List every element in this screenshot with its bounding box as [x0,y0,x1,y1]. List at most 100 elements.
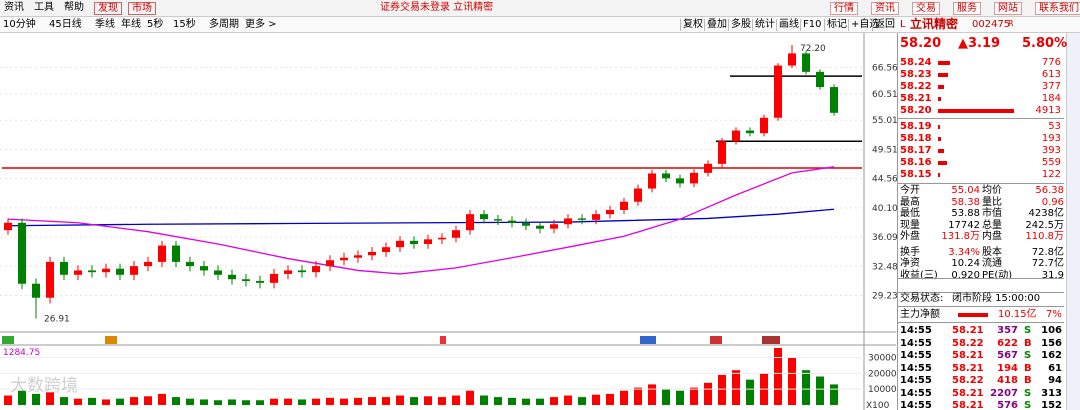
menu-item[interactable]: 发现 [94,2,122,15]
trade-count: 61 [1048,362,1062,374]
volume-bar [676,390,684,405]
candle-body [88,270,96,273]
trade-side: S [1024,350,1032,361]
volume-unit: X100 [866,401,890,410]
order-price: 58.15 [900,169,932,180]
stat-label: 今开 [900,185,920,196]
tool-button[interactable]: 返回 [872,19,895,31]
candle-body [270,273,278,283]
change-percent: 5.80% [1022,36,1068,51]
trade-side: S [1024,387,1032,399]
stat-value: 110.8万 [1025,231,1064,242]
volume-bar [466,390,474,405]
period-tab[interactable]: 5秒 [147,19,164,30]
volume-bar [116,398,124,405]
period-tab[interactable]: 年线 [121,19,141,30]
stat-value: 0.96 [1041,196,1064,208]
tool-button[interactable]: F10 [800,19,821,31]
trade-count: 162 [1041,350,1062,361]
candle-body [130,266,138,275]
tool-button[interactable]: 统计 [752,19,775,31]
period-tab[interactable]: 10分钟 [3,19,36,30]
volume-bar [214,400,222,405]
menu-item[interactable]: 市场 [128,2,156,15]
volume-bar [172,397,180,405]
trade-side: B [1024,337,1032,349]
stat-value: 58.38 [951,196,980,208]
candle-body [662,173,670,179]
menu-button[interactable]: 服务 [953,2,981,15]
order-volume: 184 [1041,93,1061,104]
menu-button[interactable]: 资讯 [871,2,899,15]
trade-count: 152 [1041,400,1062,410]
stock-name: 立讯精密 [910,17,959,31]
order-price: 58.23 [900,69,932,80]
menu-button[interactable]: 交易 [912,2,940,15]
trade-time: 14:55 [900,387,932,399]
period-tab[interactable]: 45日线 [49,19,82,30]
indicator-value: 1284.75 [3,348,40,358]
tool-button[interactable]: 叠加 [704,19,727,31]
menu-button[interactable]: 联系我们 [1035,2,1080,15]
stat-label: 收益(三) [900,269,938,281]
y-tick-label: 32.48 [872,262,897,272]
menu-button[interactable]: 网站 [994,2,1022,15]
stat-value: 17742 [948,219,980,231]
order-price: 58.17 [900,145,932,156]
volume-bar [690,387,698,405]
stat-label: 最低 [900,208,920,219]
trade-price: 58.21 [952,362,984,374]
y-tick-label: 36.09 [872,233,897,243]
candle-body [564,218,572,225]
tool-button[interactable]: 多股 [728,19,751,31]
candle-body [116,268,124,275]
candle-body [480,214,488,220]
period-tab[interactable]: 15秒 [173,19,196,30]
trade-side: B [1024,362,1032,374]
order-bar [938,137,941,141]
volume-bar [564,395,572,405]
candle-body [634,188,642,202]
period-tab[interactable]: 更多 > [245,19,277,30]
watermark: 大数跨境 [10,376,78,396]
candle-body [396,240,404,248]
period-tab[interactable]: 多周期 [209,19,239,30]
order-price: 58.22 [900,81,932,92]
y-tick-label: 49.51 [872,145,897,155]
chart: 66.56 60.51 55.01 49.51 44.56 40.10 36.09 32.48… [0,33,897,410]
candle-body [578,218,586,220]
volume-bar [46,392,54,405]
candle-body [676,178,684,184]
volume-bar [536,398,544,405]
order-bar [938,149,945,153]
login-status: 证券交易未登录 立讯精密 [380,2,494,13]
candle-body [284,270,292,274]
tool-button[interactable]: 复权 [680,19,703,31]
volume-bar [718,374,726,405]
volume-tick-label: 20000 [868,369,897,379]
menu-item[interactable]: 工具 [34,2,54,13]
menu-button[interactable]: 行情 [830,2,858,15]
tool-button[interactable]: 画线 [776,19,799,31]
tool-button[interactable]: 标记 [824,19,847,31]
candle-body [452,230,460,238]
volume-bar [634,387,642,405]
trade-time: 14:55 [900,362,932,374]
stat-label: 量比 [982,196,1002,208]
candle-body [494,219,502,221]
volume-bar [452,395,460,405]
candle-body [522,222,530,226]
volume-tick-label: 10000 [868,385,897,395]
candle-body [354,255,362,258]
tool-button[interactable]: +自选 [848,19,879,31]
volume-bar [620,390,628,405]
trade-time: 14:55 [900,325,932,336]
candle-body [102,268,110,273]
volume-bar [662,389,670,405]
volume-bar [326,397,334,405]
order-price: 58.16 [900,157,932,168]
menu-item[interactable]: 帮助 [64,2,84,13]
period-tab[interactable]: 季线 [95,19,115,30]
menu-item[interactable]: 资讯 [4,2,24,13]
